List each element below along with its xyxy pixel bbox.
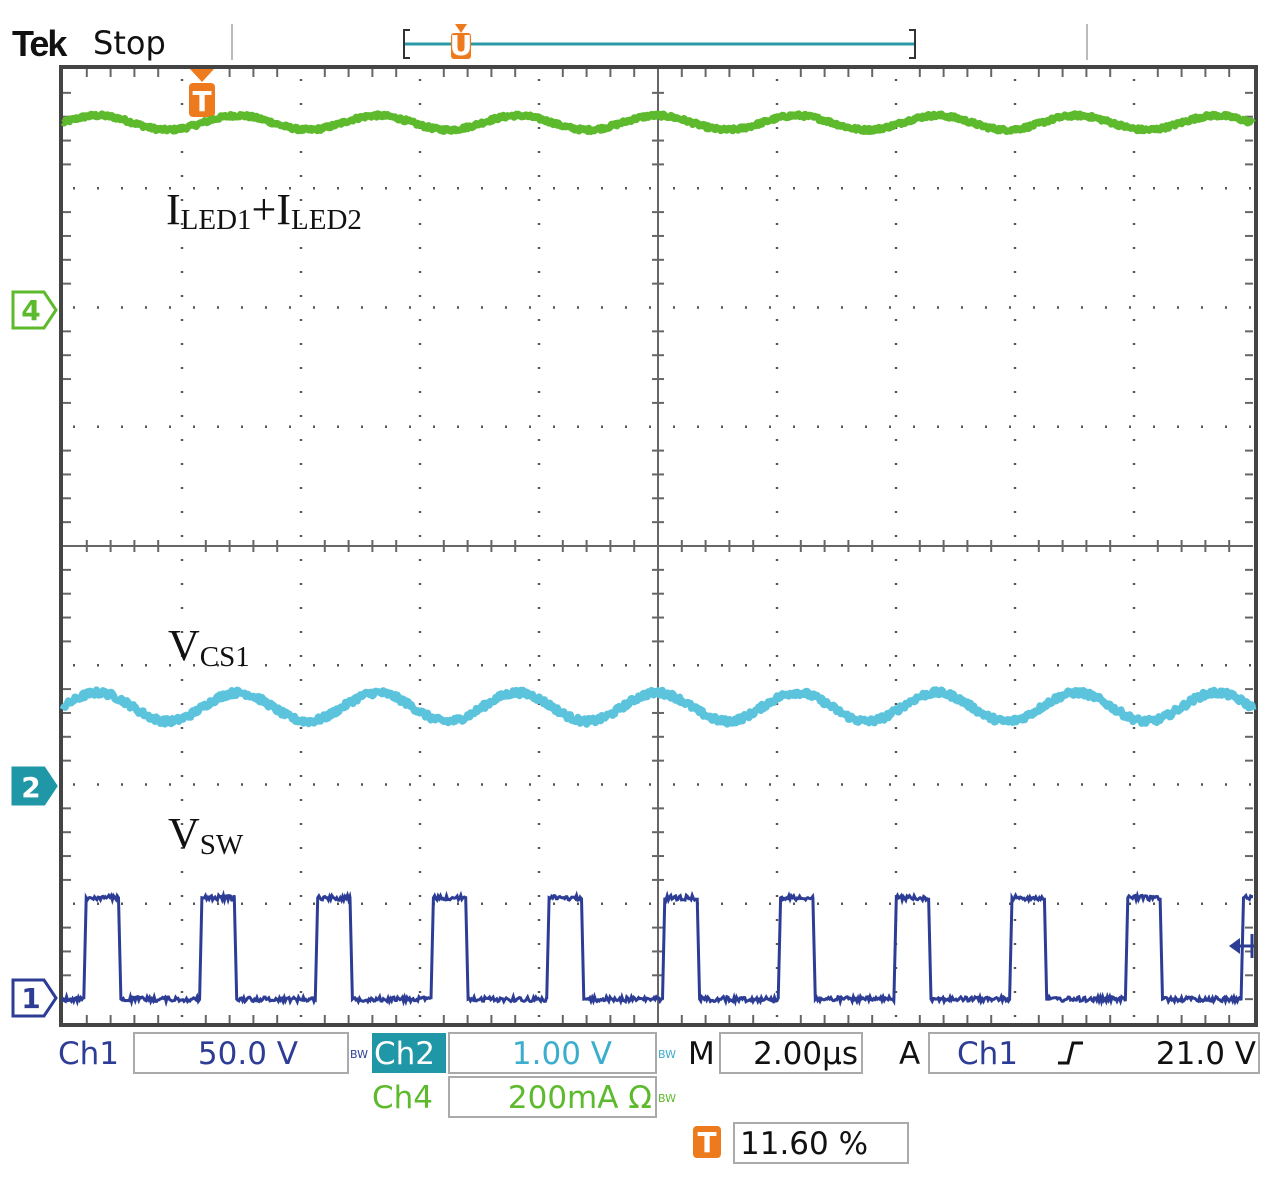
trace-ch1 bbox=[61, 889, 1253, 1008]
ch2-label: Ch2 bbox=[374, 1036, 435, 1072]
rising-edge-icon bbox=[1058, 1041, 1083, 1065]
ch1-bw-icon: BW bbox=[350, 1048, 368, 1061]
svg-text:T: T bbox=[697, 1126, 716, 1159]
annotation-iled: ILED1+ILED2 bbox=[166, 185, 362, 236]
ch4-ground-marker: 4 bbox=[11, 290, 58, 330]
trigger-mode: A bbox=[899, 1036, 920, 1072]
record-view-bar: U bbox=[403, 24, 916, 62]
ch4-label: Ch4 bbox=[372, 1080, 433, 1116]
svg-text:4: 4 bbox=[21, 294, 40, 327]
ch1-scale: 50.0 V bbox=[198, 1036, 298, 1072]
ch2-scale: 1.00 V bbox=[512, 1036, 612, 1072]
ch2-label-bg bbox=[372, 1033, 446, 1073]
svg-text:T: T bbox=[192, 85, 211, 118]
trigger-position-marker: T bbox=[189, 69, 215, 118]
record-cursor-marker: U bbox=[450, 29, 473, 62]
ch1-label: Ch1 bbox=[58, 1036, 119, 1072]
ch2-bw-icon: BW bbox=[658, 1048, 676, 1061]
trace-ch2 bbox=[59, 686, 1257, 728]
annotation-vcs1: VCS1 bbox=[168, 621, 250, 673]
trigger-level-marker bbox=[1229, 934, 1254, 958]
timebase-box bbox=[719, 1032, 863, 1074]
trigger-source: Ch1 bbox=[957, 1036, 1018, 1072]
ch4-scale-box bbox=[448, 1076, 657, 1118]
ch1-scale-box bbox=[133, 1032, 349, 1074]
trigger-box bbox=[928, 1032, 1260, 1074]
ch2-scale-box bbox=[448, 1032, 657, 1074]
ch4-bw-icon: BW bbox=[658, 1092, 676, 1105]
trigger-position-box bbox=[733, 1122, 909, 1164]
trigger-level: 21.0 V bbox=[1156, 1036, 1256, 1072]
trigger-position-value: 11.60 % bbox=[740, 1126, 868, 1162]
brand-logo: Tek bbox=[12, 23, 68, 64]
trace-ch4 bbox=[60, 110, 1256, 135]
svg-text:1: 1 bbox=[21, 982, 40, 1015]
svg-text:2: 2 bbox=[21, 771, 40, 804]
run-state: Stop bbox=[93, 24, 166, 62]
graticule bbox=[63, 69, 1253, 1023]
annotation-vsw: VSW bbox=[168, 809, 244, 861]
ch4-scale: 200mA Ω bbox=[508, 1080, 652, 1116]
ch2-ground-marker: 2 bbox=[11, 766, 58, 806]
plot-frame bbox=[59, 65, 1258, 1027]
timebase-label: M bbox=[688, 1036, 715, 1072]
trigger-position-icon: T bbox=[693, 1126, 721, 1159]
timebase-value: 2.00µs bbox=[753, 1036, 858, 1072]
ch1-ground-marker: 1 bbox=[11, 978, 58, 1018]
trigger-pointer-icon bbox=[455, 24, 467, 33]
